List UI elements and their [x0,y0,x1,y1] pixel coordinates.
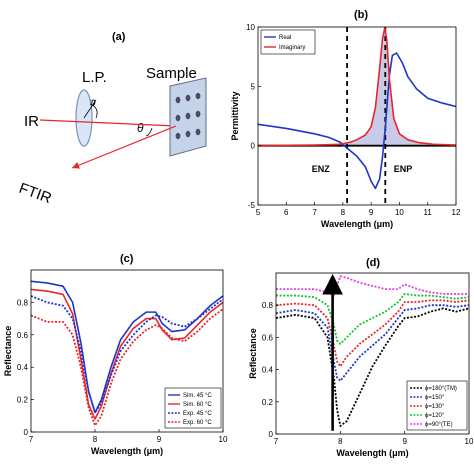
x-tick-label: 10 [219,435,228,444]
x-tick-label: 8 [341,208,346,217]
y-axis-label: Permittivity [230,91,240,140]
series-Exp. 45 °C [30,295,224,414]
panel-d-label: (d) [366,257,380,269]
enp-annotation: ENP [394,164,413,174]
series-ϕ=150° [275,304,470,382]
x-axis-label: Wavelength (μm) [91,446,163,456]
x-tick-label: 9 [402,437,407,446]
series-Real [257,52,457,190]
y-tick-label: 0.6 [262,333,274,342]
plot-frame [275,272,470,435]
y-tick-label: 0.8 [262,301,274,310]
legend-box [260,29,316,55]
x-tick-label: 10 [465,437,474,446]
x-tick-label: 8 [93,435,98,444]
x-axis-label: Wavelength (μm) [336,448,408,458]
panel-a-diagram: (a) L.P. Sample IR FTIR φ θ [17,31,207,207]
y-tick-label: 0.8 [17,298,29,307]
x-tick-label: 5 [256,208,261,217]
y-tick-label: 0 [24,428,29,437]
incident-beam [39,119,177,127]
polarization-axis [83,99,97,119]
ftir-label: FTIR [17,180,54,207]
legend-entry: Exp. 60 °C [183,420,212,426]
plot-frame [257,26,457,206]
series-Imaginary [257,27,457,147]
y-axis-label: Reflectance [3,326,13,377]
legend-entry: ϕ=130° [425,404,445,410]
series-Sim. 60 °C [30,288,224,420]
series-Sim. 45 °C [30,280,224,414]
chart-d-reflectance-angle: 7 8 9 10 0 0.2 0.4 0.6 0.8 Wavelength (μm) Reflect… [248,272,474,458]
x-tick-label: 7 [312,208,317,217]
x-tick-label: 6 [284,208,289,217]
x-tick-label: 12 [452,208,461,217]
y-tick-label: 0.4 [262,366,274,375]
panel-a-label: (a) [112,31,126,43]
y-tick-label: 0 [251,142,256,151]
legend-box [406,380,468,431]
series-ϕ=90°(TE) [276,275,469,297]
y-tick-label: 0.2 [17,396,29,405]
y-tick-label: 5 [251,82,256,91]
series-ϕ=180°(TM) [275,307,470,427]
ir-label: IR [24,113,39,130]
legend-entry: ϕ=90°(TE) [425,422,453,428]
legend-entry: ϕ=120° [425,413,445,419]
phi-arc [89,103,98,119]
x-tick-label: 10 [395,208,404,217]
x-tick-label: 8 [338,437,343,446]
legend-entry: Imaginary [279,45,305,51]
series-ϕ=120° [276,293,470,345]
x-tick-label: 9 [369,208,374,217]
y-tick-label: 0 [269,430,274,439]
x-tick-label: 11 [424,208,433,217]
legend-entry: ϕ=150° [425,395,445,401]
chart-c-reflectance-temperature: 7 8 9 10 0 0.2 0.4 0.6 0.8 Wavelength (μm) Reflect… [3,269,228,456]
x-tick-label: 9 [157,435,162,444]
legend-entry: Sim. 45 °C [183,393,212,399]
y-tick-label: 0.2 [262,398,274,407]
enz-annotation: ENZ [312,164,331,174]
series-ϕ=130° [275,299,470,368]
x-tick-label: 7 [29,435,34,444]
lp-label: L.P. [82,69,107,86]
y-tick-label: 0.4 [17,363,29,372]
y-tick-label: 0.6 [17,331,29,340]
phi-symbol: φ [88,95,96,109]
reflected-beam [71,125,177,169]
legend-entry: Sim. 60 °C [183,402,212,408]
panel-c-label: (c) [120,253,134,265]
x-tick-label: 7 [274,437,279,446]
plot-frame [30,269,224,433]
theta-arc [145,127,153,137]
theta-symbol: θ [137,121,144,135]
y-axis-label: Reflectance [248,328,258,379]
sample-holes [175,92,201,140]
y-tick-label: -5 [248,201,256,210]
y-tick-label: 10 [246,23,255,32]
x-axis-label: Wavelength (μm) [321,219,393,229]
legend-entry: ϕ=180°(TM) [425,386,457,392]
legend-entry: Exp. 45 °C [183,411,212,417]
legend-entry: Real [279,35,291,41]
sample-label: Sample [146,65,197,82]
panel-b-label: (b) [354,9,368,21]
